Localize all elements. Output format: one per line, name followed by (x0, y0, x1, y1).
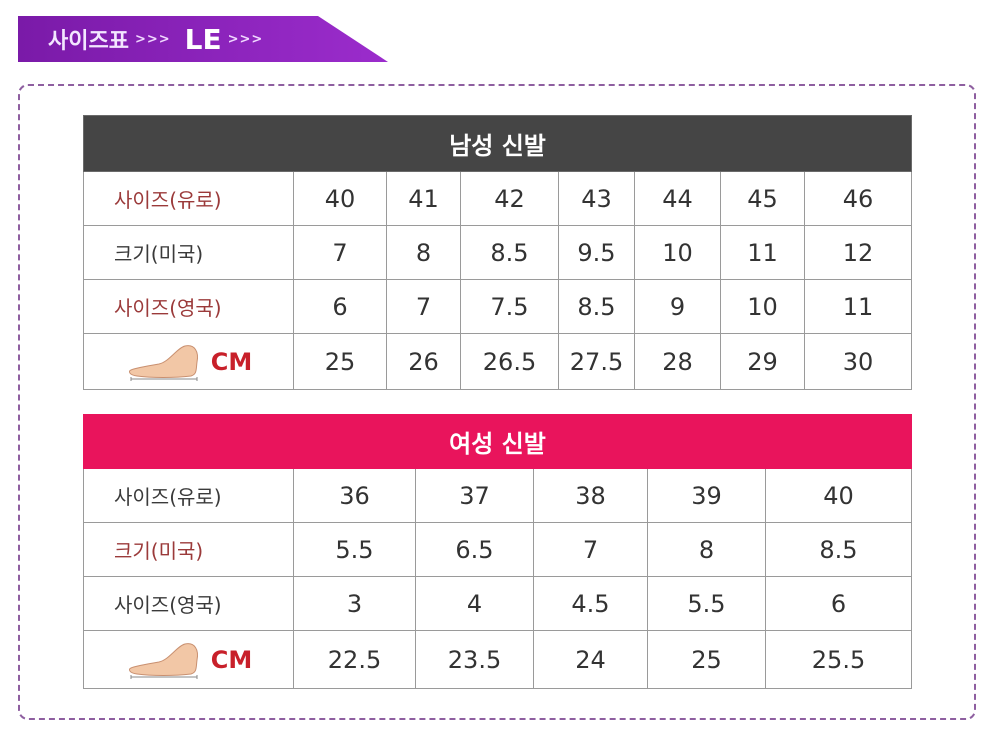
table-cell: 6.5 (415, 522, 534, 577)
table-cell: 8 (386, 225, 461, 280)
table-cell: 27.5 (558, 333, 635, 390)
table-cell: 42 (460, 171, 559, 226)
foot-icon (128, 642, 198, 679)
row-label-eu: 사이즈(유로) (83, 171, 294, 226)
table-cell: 37 (415, 468, 534, 523)
table-cell: 9.5 (558, 225, 635, 280)
table-row: CM 22.5 23.5 24 25 25.5 (83, 630, 912, 689)
table-cell: 29 (720, 333, 805, 390)
table-row: 사이즈(영국) 3 4 4.5 5.5 6 (83, 576, 912, 631)
dashed-frame (18, 84, 976, 720)
row-label-us: 크기(미국) (83, 522, 294, 577)
table-cell: 43 (558, 171, 635, 226)
banner-word: LE (184, 22, 222, 56)
table-cell: 8 (647, 522, 766, 577)
table-cell: 46 (803, 171, 913, 226)
table-row: 크기(미국) 5.5 6.5 7 8 8.5 (83, 522, 912, 577)
table-cell: 9 (634, 279, 721, 334)
table-row: 사이즈(유로) 36 37 38 39 40 (83, 468, 912, 523)
table-row: CM 25 26 26.5 27.5 28 29 30 (83, 333, 913, 390)
table-cell: 5.5 (647, 576, 766, 631)
cm-label: CM (210, 347, 253, 376)
table-cell: 28 (634, 333, 721, 390)
cm-label-cell: CM (83, 333, 294, 390)
table-cell: 25 (647, 630, 766, 689)
banner-arrows: >>> (134, 31, 171, 47)
women-size-table: 여성 신발 사이즈(유로) 36 37 38 39 40 크기(미국) 5.5 … (83, 414, 912, 689)
table-cell: 4.5 (533, 576, 648, 631)
row-label-eu: 사이즈(유로) (83, 468, 294, 523)
foot-icon (128, 344, 198, 381)
row-label-uk: 사이즈(영국) (83, 279, 294, 334)
table-cell: 22.5 (293, 630, 416, 689)
table-cell: 8.5 (460, 225, 559, 280)
table-cell: 7 (533, 522, 648, 577)
table-cell: 11 (803, 279, 913, 334)
men-size-table: 남성 신발 사이즈(유로) 40 41 42 43 44 45 46 크기(미국… (82, 115, 913, 390)
table-cell: 6 (765, 576, 912, 631)
table-cell: 7.5 (460, 279, 559, 334)
table-cell: 44 (634, 171, 721, 226)
table-cell: 40 (293, 171, 387, 226)
table-cell: 10 (720, 279, 805, 334)
table-cell: 12 (803, 225, 913, 280)
banner-arrows-end: >>> (227, 31, 264, 47)
table-cell: 7 (293, 225, 387, 280)
table-cell: 45 (720, 171, 805, 226)
cm-label: CM (210, 645, 253, 674)
banner-ribbon (18, 16, 388, 62)
cm-label-cell: CM (83, 630, 294, 689)
table-cell: 11 (720, 225, 805, 280)
table-cell: 23.5 (415, 630, 534, 689)
table-cell: 7 (386, 279, 461, 334)
table-cell: 39 (647, 468, 766, 523)
row-label-us: 크기(미국) (83, 225, 294, 280)
table-row: 크기(미국) 7 8 8.5 9.5 10 11 12 (83, 225, 913, 280)
table-cell: 25 (293, 333, 387, 390)
table-cell: 8.5 (765, 522, 912, 577)
banner-title: 사이즈표 (48, 29, 129, 54)
table-cell: 26.5 (460, 333, 559, 390)
table-cell: 4 (415, 576, 534, 631)
women-table-title: 여성 신발 (83, 414, 912, 469)
table-cell: 40 (765, 468, 912, 523)
table-cell: 5.5 (293, 522, 416, 577)
table-cell: 38 (533, 468, 648, 523)
table-cell: 41 (386, 171, 461, 226)
row-label-uk: 사이즈(영국) (83, 576, 294, 631)
table-cell: 36 (293, 468, 416, 523)
table-cell: 30 (803, 333, 913, 390)
size-chart-banner: 사이즈표 >>> LE >>> (18, 16, 388, 62)
table-cell: 3 (293, 576, 416, 631)
table-cell: 6 (293, 279, 387, 334)
table-cell: 25.5 (765, 630, 912, 689)
men-table-title: 남성 신발 (82, 115, 913, 172)
table-cell: 24 (533, 630, 648, 689)
table-cell: 8.5 (558, 279, 635, 334)
table-row: 사이즈(유로) 40 41 42 43 44 45 46 (83, 171, 913, 226)
table-row: 사이즈(영국) 6 7 7.5 8.5 9 10 11 (83, 279, 913, 334)
table-cell: 26 (386, 333, 461, 390)
table-cell: 10 (634, 225, 721, 280)
